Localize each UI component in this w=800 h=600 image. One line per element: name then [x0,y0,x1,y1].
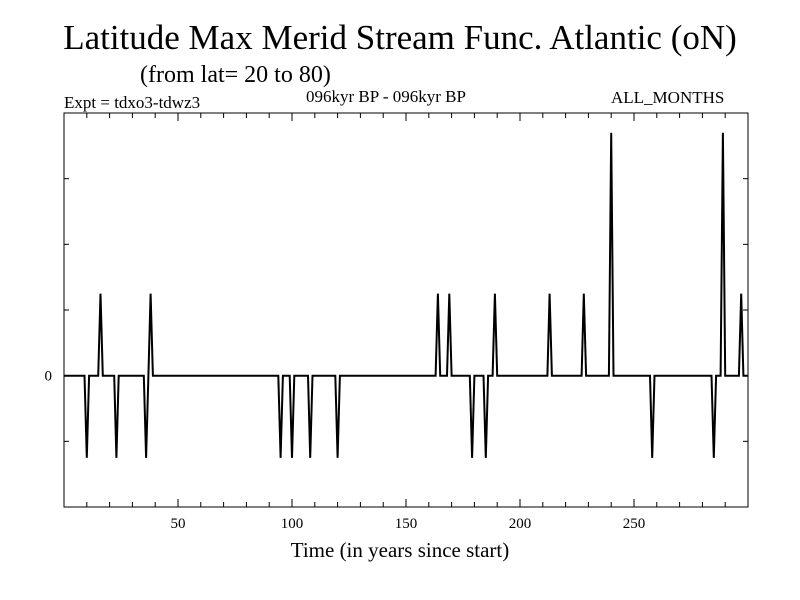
axis-ticks [64,113,748,507]
experiment-label: Expt = tdxo3-tdwz3 [64,93,201,112]
series-line [64,132,748,458]
x-tick-label: 150 [395,516,418,532]
y-tick-label: 0 [45,369,53,385]
chart-subtitle: (from lat= 20 to 80) [140,62,331,88]
axis-tick-labels: 50 100 150 200 250 0 [45,369,646,532]
series-group [64,132,748,458]
x-tick-label: 200 [509,516,532,532]
chart-title: Latitude Max Merid Stream Func. Atlantic… [63,18,737,57]
x-tick-label: 100 [281,516,304,532]
months-label: ALL_MONTHS [611,88,725,107]
period-label: 096kyr BP - 096kyr BP [306,87,466,106]
x-axis-label: Time (in years since start) [290,538,510,562]
plot-frame [63,112,749,508]
x-tick-label: 50 [171,516,186,532]
x-tick-label: 250 [623,516,646,532]
